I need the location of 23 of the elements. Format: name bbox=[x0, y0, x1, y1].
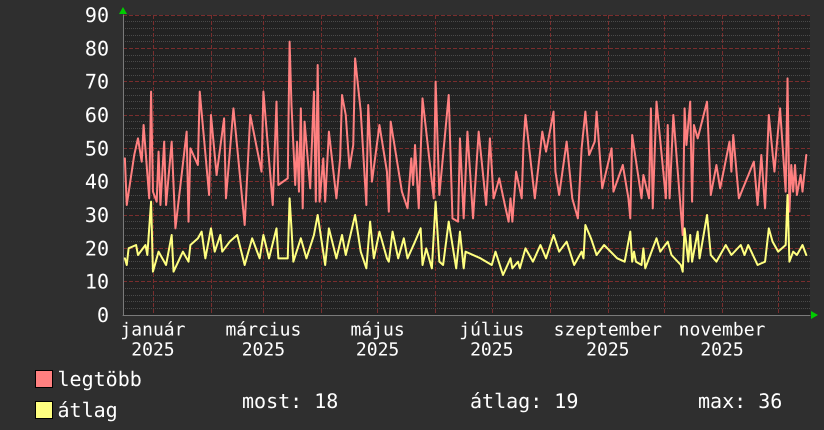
text: max: 36 bbox=[698, 389, 782, 413]
y-tick-label: 70 bbox=[84, 70, 109, 94]
x-tick-label: július 2025 bbox=[459, 320, 524, 360]
y-tick-label: 0 bbox=[96, 303, 109, 327]
legend-label: legtöbb bbox=[58, 367, 142, 391]
y-tick-label: 10 bbox=[84, 270, 109, 294]
y-tick-label: 90 bbox=[84, 3, 109, 27]
line-series bbox=[124, 40, 808, 236]
x-tick-label: november 2025 bbox=[678, 320, 766, 360]
x-tick-label: május 2025 bbox=[350, 320, 405, 360]
y-tick-label: 80 bbox=[84, 36, 109, 60]
x-tick-label: szeptember 2025 bbox=[554, 320, 662, 360]
y-tick-label: 40 bbox=[84, 170, 109, 194]
y-tick-label: 20 bbox=[84, 236, 109, 260]
text: átlag: 19 bbox=[470, 389, 578, 413]
y-tick-label: 50 bbox=[84, 136, 109, 160]
line-series bbox=[124, 194, 808, 276]
y-tick-label: 30 bbox=[84, 203, 109, 227]
x-tick-label: január 2025 bbox=[120, 320, 186, 360]
x-tick-label: március 2025 bbox=[225, 320, 302, 360]
legend-label: átlag bbox=[58, 398, 118, 422]
text: most: 18 bbox=[242, 389, 338, 413]
y-tick-label: 60 bbox=[84, 103, 109, 127]
